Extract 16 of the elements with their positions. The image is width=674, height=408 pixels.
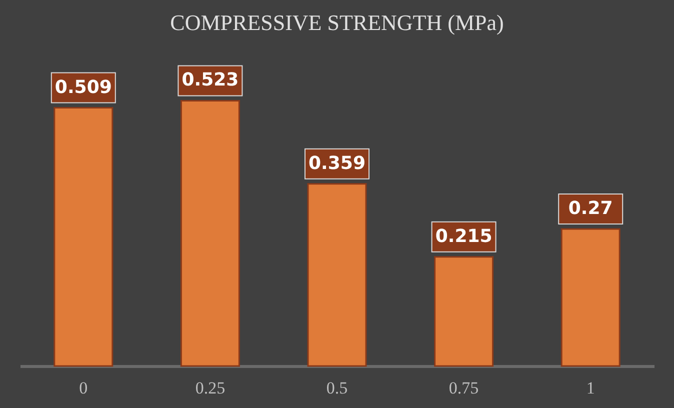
bar bbox=[54, 107, 114, 367]
data-label: 0.359 bbox=[308, 152, 366, 174]
x-tick-label: 1 bbox=[586, 378, 595, 398]
data-label: 0.523 bbox=[182, 70, 239, 91]
bar bbox=[434, 256, 494, 367]
data-label: 0.509 bbox=[54, 76, 112, 98]
x-tick-label: 0.75 bbox=[448, 378, 479, 398]
x-tick-label: 0 bbox=[79, 378, 88, 398]
x-tick-label: 0.25 bbox=[195, 378, 226, 398]
chart-title: COMPRESSIVE STRENGTH (MPa) bbox=[170, 10, 504, 36]
bar bbox=[560, 228, 620, 367]
bar bbox=[307, 183, 367, 367]
data-label: 0.215 bbox=[435, 226, 492, 247]
data-label: 0.27 bbox=[568, 198, 613, 220]
x-tick-label: 0.5 bbox=[326, 378, 348, 398]
bar bbox=[180, 100, 240, 367]
